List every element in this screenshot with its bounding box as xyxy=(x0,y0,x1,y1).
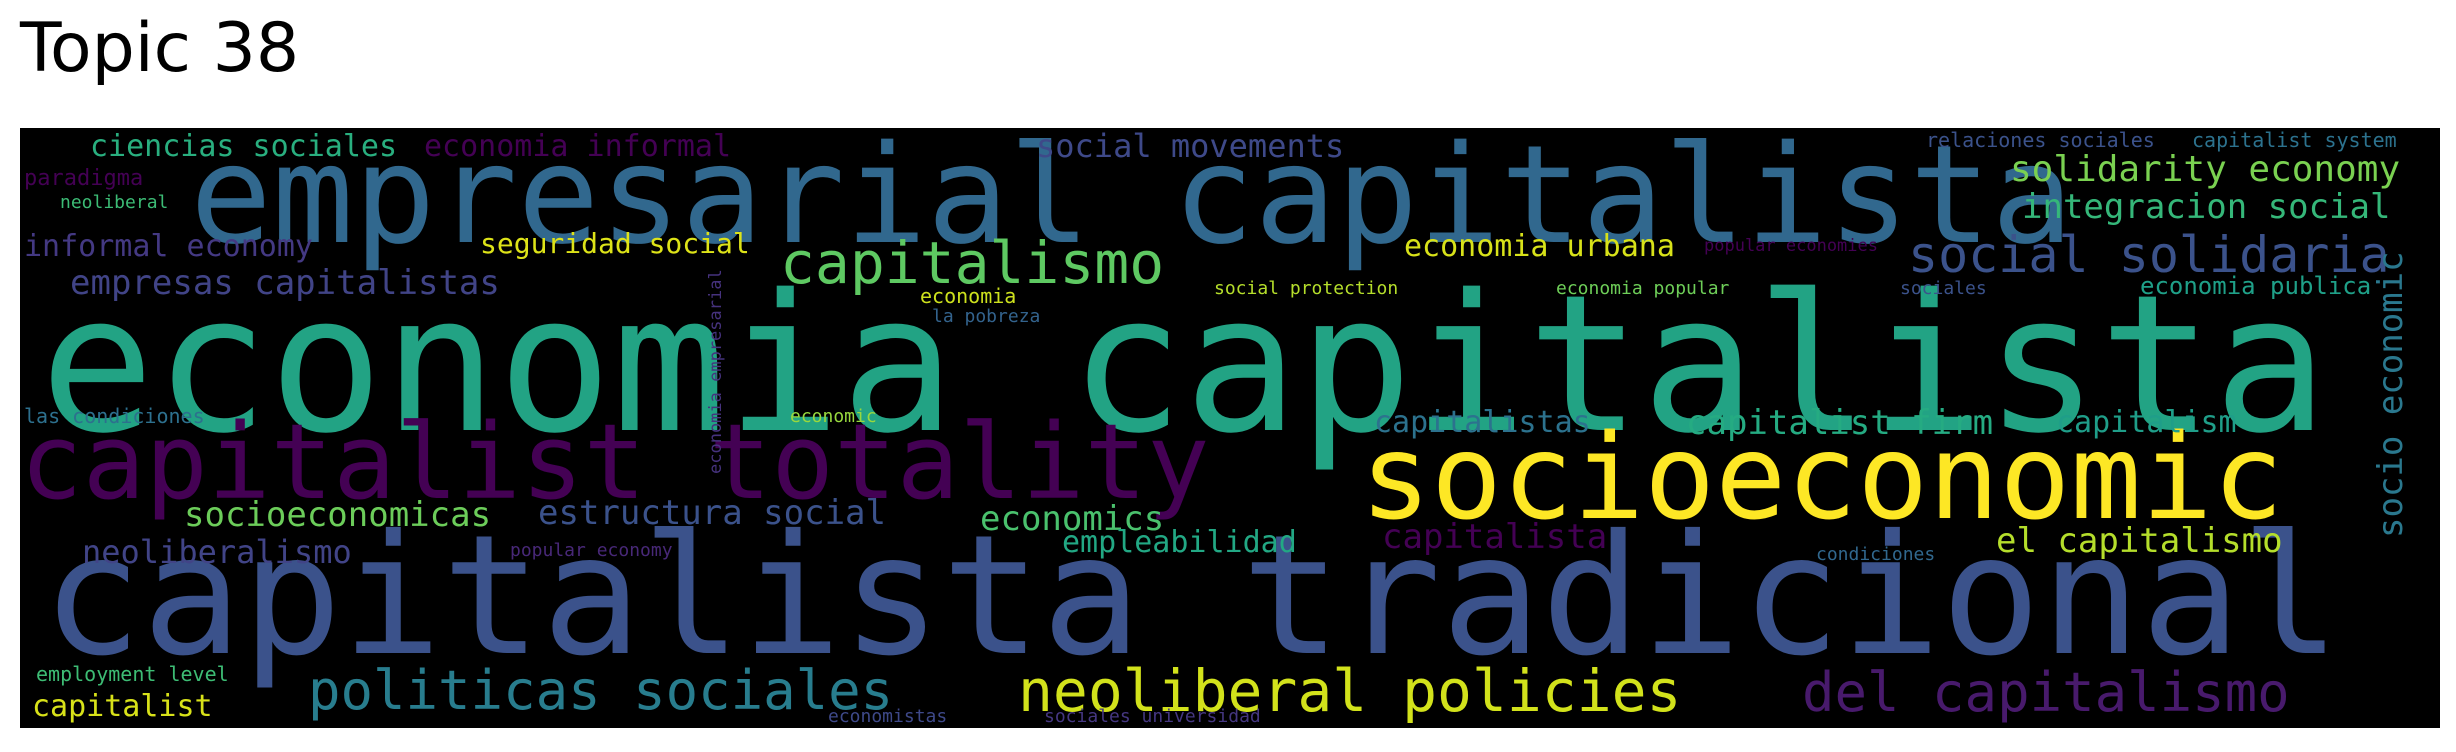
cloud-word: social solidaria xyxy=(1908,226,2390,284)
cloud-word: capitalista tradicional xyxy=(42,500,2341,693)
cloud-word: paradigma xyxy=(24,166,144,191)
cloud-word: employment level xyxy=(36,662,229,686)
cloud-word: social protection xyxy=(1214,278,1399,299)
cloud-word: socioeconomic xyxy=(1360,408,2284,546)
cloud-word: popular economy xyxy=(510,540,673,561)
cloud-word: neoliberalismo xyxy=(82,533,352,571)
cloud-word: economia capitalista xyxy=(40,254,2328,475)
cloud-word: economistas xyxy=(828,706,948,727)
cloud-word: estructura social xyxy=(538,493,886,533)
cloud-word: neoliberal xyxy=(60,192,169,213)
cloud-word: economia publica xyxy=(2140,272,2372,300)
cloud-word: politicas sociales xyxy=(308,659,894,722)
cloud-word: ciencias sociales xyxy=(90,129,398,164)
cloud-word: relaciones sociales xyxy=(1926,128,2155,152)
cloud-word: economics xyxy=(980,499,1165,539)
cloud-word: informal economy xyxy=(24,229,313,264)
cloud-word: sociales xyxy=(1900,278,1987,299)
cloud-word: la pobreza xyxy=(932,306,1041,327)
cloud-word: el capitalismo xyxy=(1996,521,2283,561)
cloud-word: capitalist totality xyxy=(20,401,1210,523)
cloud-word: capitalist xyxy=(32,689,213,724)
cloud-word: socio economic xyxy=(2371,251,2411,538)
cloud-word: empresarial capitalista xyxy=(190,128,2074,275)
cloud-word: empresas capitalistas xyxy=(70,263,500,303)
word-cloud: economia capitalista capitalista tradici… xyxy=(20,128,2440,728)
cloud-word: empleabilidad xyxy=(1062,525,1297,560)
cloud-word: social movements xyxy=(1036,128,1345,165)
cloud-word: sociales universidad xyxy=(1044,706,1261,727)
cloud-word: economia xyxy=(920,284,1017,308)
page-title: Topic 38 xyxy=(20,9,300,88)
cloud-word: economia empresarial xyxy=(706,269,726,474)
cloud-word: condiciones xyxy=(1816,544,1936,565)
cloud-word: solidarity economy xyxy=(2010,149,2401,190)
cloud-word: capitalistas xyxy=(1374,405,1591,440)
cloud-word: capitalism xyxy=(2056,405,2237,440)
cloud-word: socioeconomicas xyxy=(184,495,492,535)
cloud-word: economia popular xyxy=(1556,278,1730,299)
cloud-word: economia urbana xyxy=(1404,229,1675,264)
cloud-word: capitalista xyxy=(1382,517,1608,557)
cloud-word: las condiciones xyxy=(24,404,205,428)
cloud-word: economic xyxy=(790,406,877,427)
cloud-word: popular economies xyxy=(1704,236,1878,256)
cloud-word: neoliberal policies xyxy=(1018,657,1682,725)
cloud-word: del capitalismo xyxy=(1802,661,2290,724)
cloud-word: capitalist system xyxy=(2192,128,2397,152)
cloud-word: integracion social xyxy=(2022,187,2391,227)
cloud-word: seguridad social xyxy=(480,227,750,260)
cloud-word: capitalismo xyxy=(780,229,1165,297)
cloud-word: economia informal xyxy=(424,129,732,164)
cloud-word: capitalist firm xyxy=(1686,403,1994,443)
